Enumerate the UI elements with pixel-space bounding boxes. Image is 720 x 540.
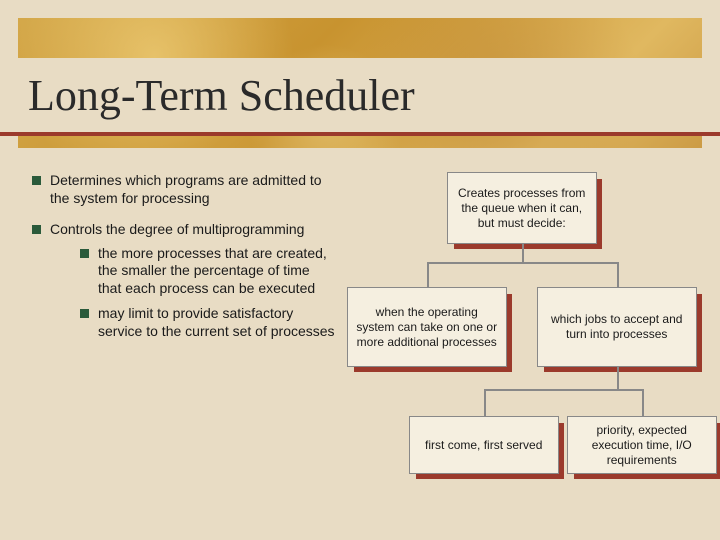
sub-bullet-item: may limit to provide satisfactory servic…: [78, 305, 337, 340]
node-text: first come, first served: [425, 438, 542, 453]
title-strip: Long-Term Scheduler: [0, 58, 720, 136]
diagram-node-leaf: priority, expected execution time, I/O r…: [567, 416, 717, 474]
diagram-node-root: Creates processes from the queue when it…: [447, 172, 597, 244]
node-text: Creates processes from the queue when it…: [456, 186, 588, 231]
connector: [484, 389, 642, 391]
connector: [427, 262, 617, 264]
node-text: when the operating system can take on on…: [356, 305, 498, 350]
diagram-node-leaf: first come, first served: [409, 416, 559, 474]
bullet-item: Controls the degree of multiprogramming …: [28, 221, 337, 340]
diagram-node-child: which jobs to accept and turn into proce…: [537, 287, 697, 367]
connector: [522, 244, 524, 262]
node-text: which jobs to accept and turn into proce…: [546, 312, 688, 342]
page-title: Long-Term Scheduler: [28, 70, 415, 121]
bullet-column: Determines which programs are admitted t…: [28, 172, 347, 530]
connector: [484, 389, 486, 416]
connector: [427, 262, 429, 287]
connector: [617, 367, 619, 389]
connector: [617, 262, 619, 287]
diagram-node-child: when the operating system can take on on…: [347, 287, 507, 367]
node-text: priority, expected execution time, I/O r…: [576, 423, 708, 468]
diagram-column: Creates processes from the queue when it…: [347, 172, 692, 530]
sub-bullet-item: the more processes that are created, the…: [78, 245, 337, 298]
bullet-item: Determines which programs are admitted t…: [28, 172, 337, 207]
bullet-text: Controls the degree of multiprogramming: [50, 221, 304, 237]
content-area: Determines which programs are admitted t…: [28, 172, 692, 530]
connector: [642, 389, 644, 416]
